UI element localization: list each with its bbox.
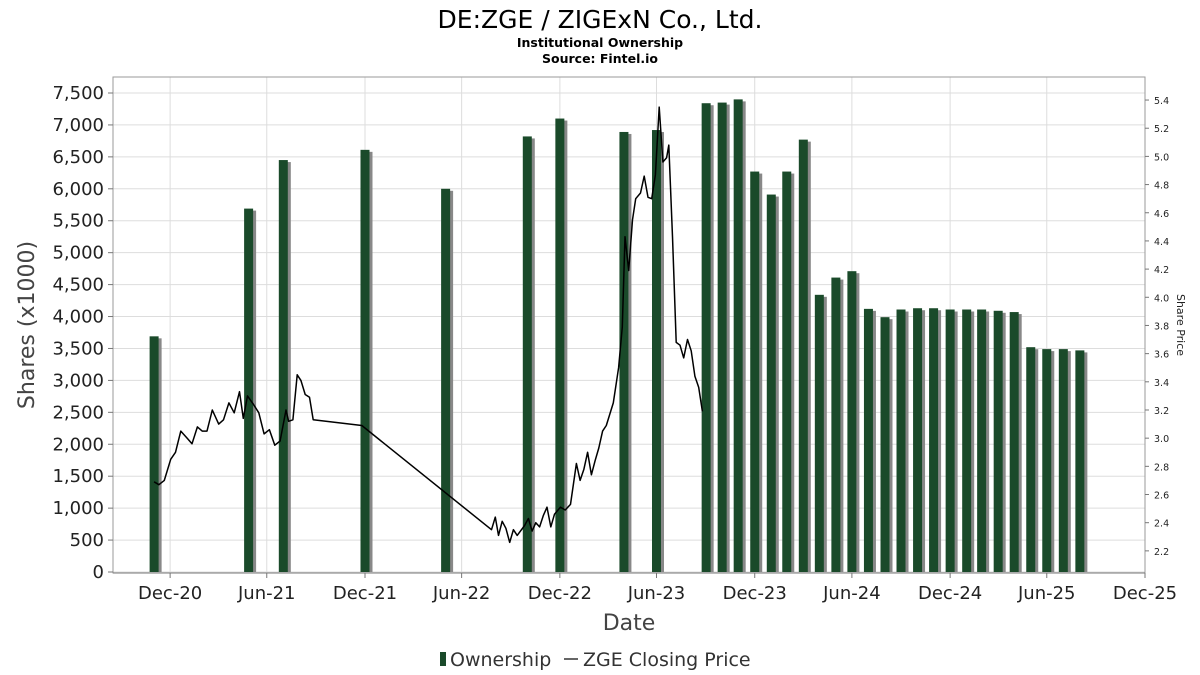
x-tick-label: Dec-21: [333, 583, 397, 604]
ownership-bar: [441, 188, 451, 573]
y-tick-label: 5,000: [52, 243, 104, 264]
price-line: [153, 106, 704, 544]
x-tick-label: Dec-23: [723, 583, 787, 604]
y2-tick-label: 3.8: [1154, 321, 1169, 332]
ownership-bar: [750, 171, 760, 572]
ownership-bar: [278, 160, 288, 572]
ownership-bar: [814, 294, 824, 572]
ownership-bar: [962, 309, 972, 572]
y2-tick-label: 4.8: [1154, 181, 1169, 192]
ownership-bar: [555, 118, 565, 573]
ownership-bar: [1058, 349, 1068, 572]
y2-tick-label: 5.2: [1154, 124, 1169, 135]
ownership-bar: [733, 99, 743, 573]
ownership-bar: [701, 103, 711, 573]
ownership-bar: [798, 139, 808, 572]
chart-title: DE:ZGE / ZIGExN Co., Ltd.: [438, 5, 763, 34]
x-tick-label: Dec-22: [528, 583, 592, 604]
y2-tick-label: 4.4: [1154, 237, 1169, 248]
y2-tick-label: 3.4: [1154, 378, 1169, 389]
x-axis-ticks: Dec-20 Jun-21 Dec-21 Jun-22 Dec-22 Jun-23 Dec-…: [138, 573, 1177, 604]
chart-source: Source: Fintel.io: [542, 51, 658, 66]
legend: Ownership ZGE Closing Price: [440, 649, 751, 671]
ownership-bar: [244, 208, 254, 572]
legend-ownership-swatch: [440, 652, 446, 666]
y-tick-label: 1,500: [52, 466, 104, 487]
ownership-bars: [149, 99, 1088, 573]
ownership-bar: [831, 277, 841, 572]
y2-tick-label: 2.6: [1154, 491, 1169, 502]
ownership-bar: [880, 317, 890, 572]
x-tick-label: Jun-23: [627, 583, 686, 604]
ownership-bar: [651, 130, 661, 572]
ownership-bar: [1042, 349, 1052, 572]
ownership-bar: [717, 102, 727, 572]
ownership-bar: [1026, 347, 1036, 572]
y2-axis-label: Share Price: [1174, 294, 1187, 356]
x-axis-label: Date: [603, 611, 656, 636]
x-tick-label: Jun-22: [432, 583, 491, 604]
ownership-bar: [782, 171, 792, 572]
ownership-bar: [847, 271, 857, 572]
y-tick-label: 4,500: [52, 275, 104, 296]
x-tick-label: Jun-21: [237, 583, 296, 604]
ownership-bar: [522, 136, 532, 573]
y-tick-label: 500: [70, 530, 104, 551]
ownership-bar: [929, 308, 939, 572]
ownership-bar: [1009, 312, 1019, 572]
y-tick-label: 3,000: [52, 370, 104, 391]
y2-tick-label: 3.2: [1154, 406, 1169, 417]
ownership-bar: [360, 149, 370, 572]
y2-tick-label: 2.4: [1154, 519, 1169, 530]
ownership-bar: [766, 194, 776, 572]
legend-ownership-label: Ownership: [450, 649, 551, 671]
legend-price-label: ZGE Closing Price: [583, 649, 751, 671]
price-line-layer: [153, 106, 704, 544]
y2-tick-label: 3.6: [1154, 350, 1169, 361]
ownership-bar: [913, 308, 923, 572]
ownership-bar: [1075, 350, 1085, 572]
y-axis-label: Shares (x1000): [15, 241, 40, 409]
x-tick-label: Jun-24: [822, 583, 881, 604]
y2-tick-label: 5.4: [1154, 96, 1169, 107]
y-tick-label: 4,000: [52, 307, 104, 328]
y-tick-label: 7,000: [52, 115, 104, 136]
ownership-bar: [619, 131, 629, 572]
x-tick-label: Jun-25: [1017, 583, 1076, 604]
y-tick-label: 3,500: [52, 338, 104, 359]
y2-tick-label: 3.0: [1154, 434, 1169, 445]
y-tick-label: 6,000: [52, 179, 104, 200]
y-tick-label: 7,500: [52, 83, 104, 104]
y-tick-label: 0: [93, 562, 104, 583]
y2-tick-label: 4.6: [1154, 209, 1169, 220]
y-tick-label: 2,500: [52, 402, 104, 423]
ownership-bar: [149, 336, 159, 572]
y2-tick-label: 2.8: [1154, 462, 1169, 473]
y-axis-ticks: 0 500 1,000 1,500 2,000 2,500 3,000 3,500 4,000 4…: [52, 83, 113, 583]
y-tick-label: 2,000: [52, 434, 104, 455]
y-tick-label: 5,500: [52, 211, 104, 232]
ownership-bar: [945, 309, 955, 572]
ownership-bar: [863, 308, 873, 572]
y2-tick-label: 5.0: [1154, 152, 1169, 163]
y2-tick-label: 4.2: [1154, 265, 1169, 276]
y-tick-label: 6,500: [52, 147, 104, 168]
y2-tick-label: 4.0: [1154, 293, 1169, 304]
ownership-bar: [896, 309, 906, 572]
y-tick-label: 1,000: [52, 498, 104, 519]
x-tick-label: Dec-25: [1113, 583, 1177, 604]
chart-subtitle: Institutional Ownership: [517, 35, 683, 50]
ownership-bar: [977, 309, 987, 572]
ownership-bar: [993, 310, 1003, 572]
y2-axis-ticks: 2.2 2.4 2.6 2.8 3.0 3.2 3.4 3.6 3.8 4.0 4.2 4.4 4.6 4…: [1145, 96, 1169, 558]
x-tick-label: Dec-20: [138, 583, 202, 604]
y2-tick-label: 2.2: [1154, 547, 1169, 558]
x-tick-label: Dec-24: [918, 583, 982, 604]
